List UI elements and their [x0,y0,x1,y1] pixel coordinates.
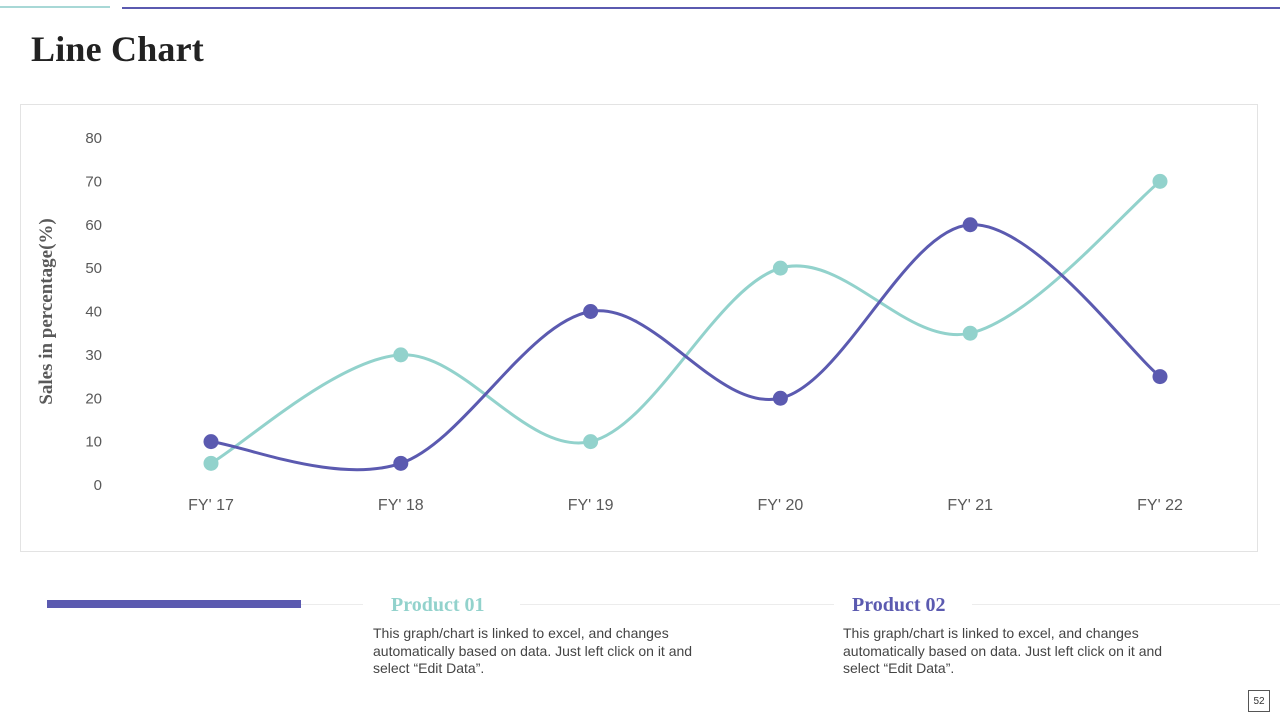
top-accent-line-right [122,7,1280,9]
y-axis-label: Sales in percentage(%) [36,218,57,404]
legend-divider [520,604,834,605]
data-point-product-01[interactable] [583,434,599,450]
top-accent-line-left [0,6,110,8]
x-tick-label: FY' 21 [947,497,993,514]
y-tick-label: 70 [85,173,102,190]
y-tick-label: 20 [85,390,102,407]
y-tick-label: 40 [85,304,102,321]
y-tick-label: 0 [94,477,102,494]
legend-description-product-01: This graph/chart is linked to excel, and… [373,625,693,676]
data-point-product-02[interactable] [962,217,978,233]
data-point-product-02[interactable] [203,434,219,450]
y-tick-label: 60 [85,217,102,234]
x-tick-label: FY' 22 [1137,497,1183,514]
series-line-product-01 [209,179,1162,465]
y-tick-label: 30 [85,347,102,364]
x-tick-label: FY' 18 [378,497,424,514]
y-tick-label: 50 [85,260,102,277]
legend-divider [301,604,363,605]
data-point-product-02[interactable] [772,390,788,406]
data-point-product-01[interactable] [203,455,219,471]
page-number: 52 [1248,690,1270,712]
data-point-product-01[interactable] [393,347,409,363]
x-tick-label: FY' 17 [188,497,234,514]
data-point-product-02[interactable] [393,455,409,471]
data-point-product-01[interactable] [772,260,788,276]
series-line-product-02 [209,223,1162,472]
legend-description-product-02: This graph/chart is linked to excel, and… [843,625,1163,676]
data-point-product-01[interactable] [962,325,978,341]
page-title: Line Chart [31,29,204,69]
y-tick-label: 80 [85,130,102,147]
chart-frame[interactable]: 0 10 20 30 40 50 60 70 80 Sales in percentage(%) F… [20,104,1258,552]
y-tick-label: 10 [85,434,102,451]
legend-accent-bar [47,600,301,608]
legend-divider [972,604,1280,605]
data-point-product-02[interactable] [1152,369,1168,385]
x-tick-label: FY' 19 [568,497,614,514]
x-tick-label: FY' 20 [758,497,804,514]
legend-title-product-02: Product 02 [852,594,946,616]
data-point-product-02[interactable] [583,304,599,319]
data-point-product-01[interactable] [1152,173,1168,189]
legend-title-product-01: Product 01 [391,594,485,616]
line-chart[interactable]: 0 10 20 30 40 50 60 70 80 Sales in percentage(%) F… [21,105,1259,553]
